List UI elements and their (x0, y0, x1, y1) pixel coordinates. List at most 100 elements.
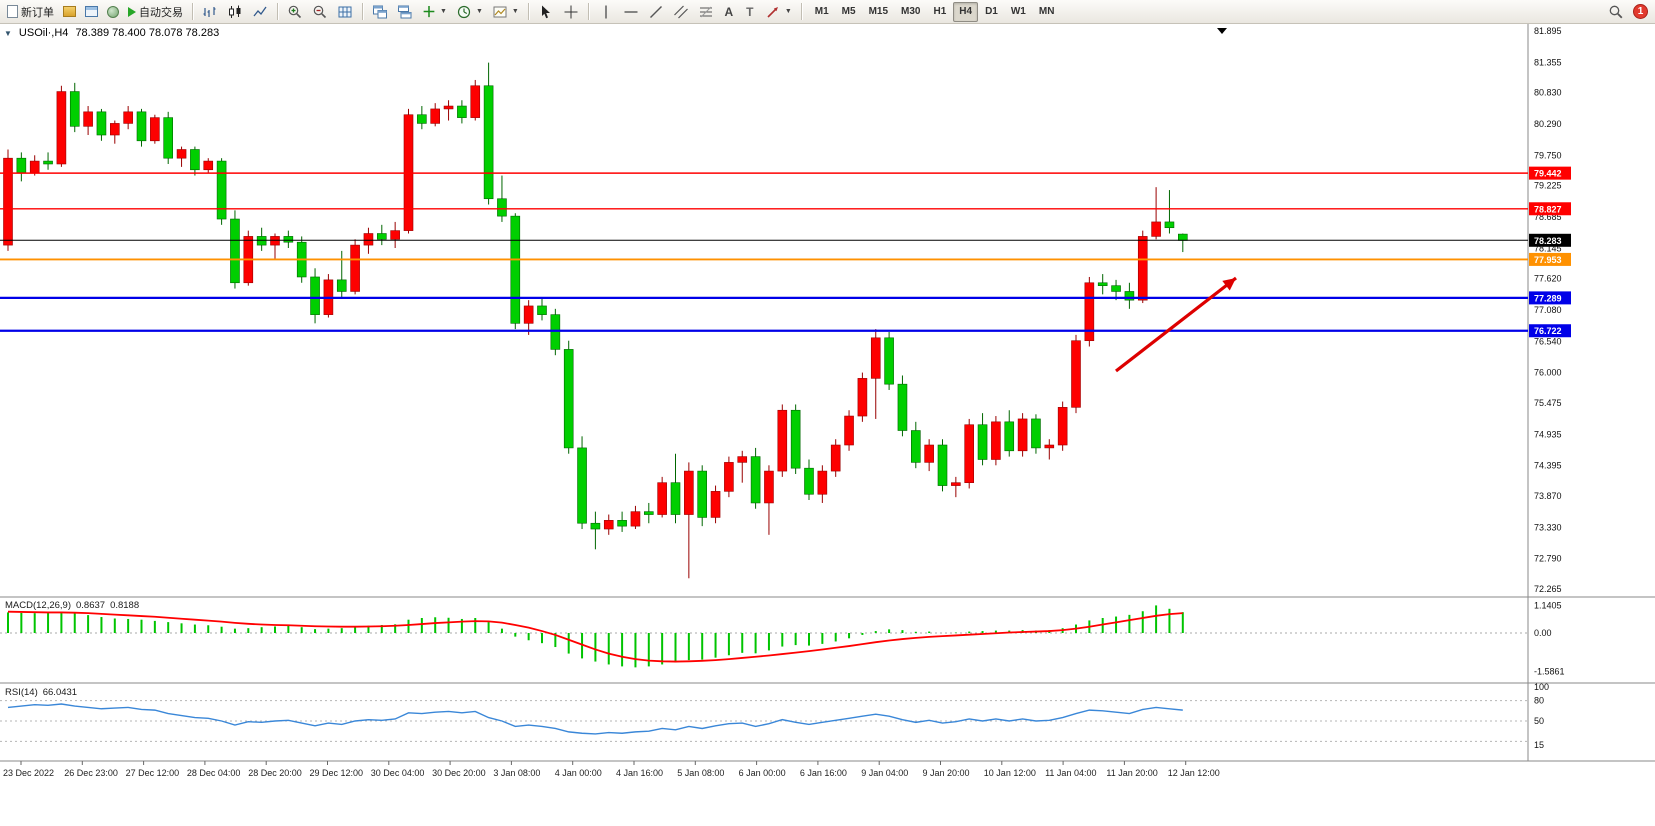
candlestick-chart-type-button[interactable] (223, 2, 247, 22)
timeframe-button-m15[interactable]: M15 (863, 2, 894, 22)
candle-body (3, 157, 13, 246)
vertical-line-tool-button[interactable] (594, 2, 618, 22)
arrow-tool-icon (765, 6, 778, 20)
macd-label: MACD(12,26,9) 0.8637 0.8188 (5, 600, 139, 611)
timeframe-button-w1[interactable]: W1 (1005, 2, 1032, 22)
new-order-button[interactable]: 新订单 (3, 2, 58, 22)
candle-body (283, 236, 294, 243)
candle-body (190, 149, 200, 171)
price-tick-label: 78.685 (1534, 212, 1562, 222)
zoom-in-button[interactable] (283, 2, 307, 22)
candle-body (510, 215, 521, 324)
arrows-tool-button[interactable]: ▼ (761, 2, 796, 22)
notification-badge[interactable]: 1 (1633, 4, 1648, 19)
cursor-tool-button[interactable] (534, 2, 558, 22)
trend-arrow-line[interactable] (1115, 276, 1237, 373)
candle-body (951, 482, 961, 486)
tile-windows-button[interactable] (368, 2, 392, 22)
candle-body (56, 91, 67, 165)
candle-body (376, 233, 387, 240)
macd-signal-line (7, 610, 1183, 663)
timeframe-button-m30[interactable]: M30 (895, 2, 926, 22)
crosshair-icon (563, 4, 579, 20)
macd-scale-label: 0.00 (1534, 628, 1552, 638)
cascade-windows-button[interactable] (393, 2, 417, 22)
candle-body (523, 305, 534, 324)
timeframe-button-d1[interactable]: D1 (979, 2, 1004, 22)
rsi-scale-label: 15 (1534, 740, 1544, 750)
one-click-collapse-arrow[interactable]: ▼ (4, 29, 12, 38)
timeframe-button-h1[interactable]: H1 (927, 2, 952, 22)
clock-icon (456, 4, 472, 20)
candle-body (790, 409, 801, 469)
candle-body (924, 444, 934, 463)
grid-toggle-button[interactable] (333, 2, 357, 22)
text-tool-button[interactable]: A (719, 2, 739, 22)
zoom-in-icon (287, 4, 303, 20)
candle-body (764, 470, 774, 504)
time-axis-label: 28 Dec 04:00 (187, 768, 241, 778)
price-tick-label: 80.830 (1534, 88, 1562, 98)
chart-canvas[interactable]: 81.895 81.355 80.830 80.290 79.750 79.225 78.6… (0, 24, 1655, 826)
time-axis-label: 28 Dec 20:00 (248, 768, 302, 778)
autotrading-play-icon (128, 6, 136, 17)
label-tool-button[interactable]: T (740, 2, 760, 22)
price-tick-label: 81.895 (1534, 26, 1562, 36)
candle-body (991, 421, 1001, 460)
candle-body (483, 85, 494, 200)
candle-body (497, 198, 507, 217)
candle-body (336, 279, 347, 292)
candle-body (430, 108, 441, 124)
search-button[interactable] (1604, 2, 1628, 22)
template-button[interactable]: ▼ (488, 2, 523, 22)
line-chart-icon (252, 4, 268, 20)
period-selector-button[interactable]: ▼ (452, 2, 487, 22)
timeframe-button-mn[interactable]: MN (1033, 2, 1061, 22)
bar-chart-type-button[interactable] (198, 2, 222, 22)
navigator-button[interactable] (103, 2, 123, 22)
price-tick-label: 81.355 (1534, 57, 1562, 67)
label-tool-label: T (746, 4, 754, 19)
crosshair-tool-button[interactable] (559, 2, 583, 22)
timeframe-group: M1 M5 M15 M30 H1 H4 D1 W1 MN (809, 1, 1061, 22)
fibonacci-tool-button[interactable] (694, 2, 718, 22)
trend-arrow-head[interactable] (1222, 278, 1236, 291)
candle-body (1164, 221, 1175, 229)
price-tick-label: 74.935 (1534, 429, 1562, 439)
time-axis-label: 9 Jan 04:00 (861, 768, 908, 778)
market-watch-button[interactable] (59, 2, 80, 22)
candle-body (1151, 221, 1161, 237)
navigator-icon (107, 5, 119, 18)
line-chart-type-button[interactable] (248, 2, 272, 22)
candle-body (29, 160, 40, 173)
candle-body (884, 337, 894, 385)
chart-shift-marker[interactable] (1217, 28, 1227, 34)
autotrading-button[interactable]: 自动交易 (124, 2, 187, 22)
timeframe-button-m1[interactable]: M1 (809, 2, 835, 22)
candle-body (590, 522, 601, 530)
candle-body (684, 470, 694, 515)
trendline-tool-button[interactable] (644, 2, 668, 22)
candle-body (363, 233, 374, 246)
candle-body (1111, 285, 1121, 292)
price-tag-label: 78.827 (1534, 204, 1562, 214)
data-window-button[interactable] (81, 2, 102, 22)
rsi-scale-label: 100 (1534, 682, 1549, 692)
candle-body (470, 85, 481, 118)
zoom-out-button[interactable] (308, 2, 332, 22)
price-tag-label: 76.722 (1534, 326, 1562, 336)
candle-body (550, 314, 561, 350)
price-tag-78.827 (1529, 202, 1571, 216)
horizontal-line-tool-button[interactable] (619, 2, 643, 22)
candle-body (16, 157, 27, 173)
time-axis-label: 6 Jan 00:00 (739, 768, 786, 778)
rsi-scale-label: 80 (1534, 696, 1544, 706)
channel-tool-button[interactable] (669, 2, 693, 22)
text-tool-label: A (724, 4, 734, 19)
candle-body (617, 520, 627, 527)
add-indicator-button[interactable]: ＋ ▼ (418, 2, 451, 22)
timeframe-button-m5[interactable]: M5 (836, 2, 862, 22)
price-tag-label: 78.283 (1534, 236, 1562, 246)
search-icon (1608, 4, 1624, 20)
timeframe-button-h4[interactable]: H4 (953, 1, 979, 22)
